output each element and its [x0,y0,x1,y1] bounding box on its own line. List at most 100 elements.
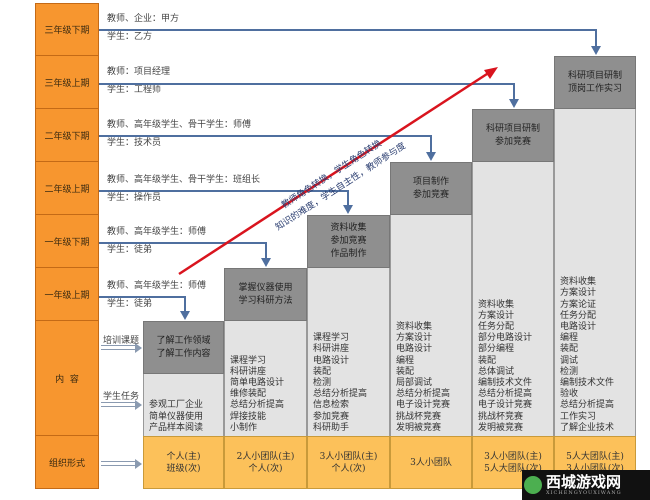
connector-line [347,190,349,206]
org-line: 3人小团队(次) [566,463,624,474]
student-task-box: 参观工厂企业 简单仪器使用 产品样本阅读 [143,374,224,436]
stage-cell: 二年级上期 [35,162,99,215]
stage-label: 一年级上期 [44,290,90,301]
org-line: 3人小团队(主) [319,451,378,462]
arrow-down-icon [591,46,601,55]
task-item: 小制作 [230,422,258,433]
student-role: 学生：工程师 [107,85,162,95]
training-topic-box: 项目制作 参加竞赛 [390,162,472,215]
org-form-box: 个人(主) 班级(次) [143,436,224,489]
stage-cell: 三年级上期 [35,56,99,109]
connector-line [99,296,185,298]
task-item: 挑战杯竞赛 [478,411,524,422]
task-item: 资料收集 [396,321,433,332]
task-item: 电子设计竞赛 [396,400,451,411]
connector-line [99,29,596,31]
arrow-down-icon [180,311,190,320]
task-item: 任务分配 [560,310,597,321]
student-task-label: 学生任务 [103,392,140,402]
stage-label: 一年级下期 [44,237,90,248]
task-item: 调试 [560,355,579,366]
training-topic-box: 掌握仪器使用 学习科研方法 [224,268,307,321]
topic-line: 参加竞赛 [330,236,367,246]
student-task-box: 资料收集 方案设计 电路设计 编程 装配 局部调试 总结分析提高 电子设计竞赛 … [390,215,472,436]
task-item: 总结分析提高 [560,400,615,411]
task-item: 资料收集 [478,299,515,310]
teacher-role: 教师、高年级学生、骨干学生：班组长 [107,175,261,185]
student-role: 学生：徒弟 [107,245,153,255]
topic-line: 参加竞赛 [412,189,449,200]
arrow-right-icon [135,343,142,353]
student-role: 学生：徒弟 [107,299,153,309]
task-item: 装配 [313,366,332,377]
arrow-right-icon [135,459,142,469]
stage-cell: 三年级下期 [35,3,99,56]
task-item: 装配 [478,355,497,366]
student-role: 学生：乙方 [107,32,153,42]
training-topic-box: 科研项目研制 参加竞赛 [472,109,554,162]
task-item: 编程 [396,355,415,366]
connector-line [184,296,186,312]
student-task-box: 资料收集 方案设计 任务分配 部分电路设计 部分编程 装配 总体调试 编制技术文… [472,162,554,436]
org-form-box: 3人小团队 [390,436,472,489]
topic-line: 科研项目研制 [567,70,622,81]
topic-line: 掌握仪器使用 [238,282,293,293]
task-item: 参加竞赛 [313,411,350,422]
task-item: 检测 [313,377,332,388]
topic-line: 参加竞赛 [494,136,531,147]
task-item: 课程学习 [313,333,350,344]
task-item: 检测 [560,366,579,377]
teacher-role: 教师、企业：甲方 [107,14,180,24]
connector-line [99,242,266,244]
task-item: 电路设计 [396,344,433,355]
connector-line [430,135,432,153]
teacher-role: 教师、高年级学生：师傅 [107,281,207,291]
connector-line [513,83,515,100]
task-item: 电子设计竞赛 [478,400,533,411]
stage-label: 三年级上期 [44,78,90,89]
topic-line: 了解工作内容 [156,348,211,359]
arrow-down-icon [343,205,353,214]
double-arrow-icon [101,345,135,350]
topic-line: 科研项目研制 [485,123,540,134]
task-item: 方案论证 [560,299,597,310]
org-line: 2人小团队(主) [236,451,295,462]
task-item: 编制技术文件 [560,377,615,388]
task-item: 方案设计 [560,288,597,299]
watermark: 西城游戏网 XICHENGYOUXIWANG [522,470,650,500]
topic-line: 项目制作 [412,176,449,187]
task-item: 参观工厂企业 [149,400,204,411]
org-line: 5人大团队(次) [484,463,542,474]
task-item: 部分编程 [478,344,515,355]
topic-line: 资料收集 [330,223,367,233]
task-item: 简单仪器使用 [149,411,204,422]
task-item: 挑战杯竞赛 [396,411,442,422]
arrow-down-icon [261,258,271,267]
stage-label: 二年级下期 [44,131,90,142]
stage-label: 三年级下期 [44,26,90,36]
task-item: 编制技术文件 [478,377,533,388]
training-topic-label: 培训课题 [103,336,140,346]
org-line: 5人大团队(主) [566,451,624,462]
org-line: 个人(次) [331,463,366,474]
topic-line: 作品制作 [330,249,367,259]
task-item: 部分电路设计 [478,333,533,344]
teacher-role: 教师：项目经理 [107,67,171,77]
stage-cell: 一年级上期 [35,268,99,321]
watermark-title: 西城游戏网 [546,473,622,491]
connector-line [99,83,514,85]
org-line: 个人(主) [166,451,201,462]
task-item: 装配 [396,366,415,377]
content-label: 内 容 [55,374,79,385]
org-line: 个人(次) [248,463,283,474]
org-line: 3人小团队 [410,457,452,468]
task-item: 科研讲座 [313,344,350,355]
training-topic-box: 了解工作领域 了解工作内容 [143,321,224,374]
topic-line: 了解工作领域 [156,335,211,346]
teacher-role: 教师、高年级学生、骨干学生：师傅 [107,120,252,130]
student-task-box: 资料收集 方案设计 方案论证 任务分配 电路设计 编程 装配 调试 检测 编制技… [554,109,636,436]
arrow-down-icon [426,152,436,161]
student-task-box: 课程学习 科研讲座 简单电路设计 维修装配 总结分析提高 焊接技能 小制作 [224,321,307,436]
org-form-box: 3人小团队(主) 个人(次) [307,436,390,489]
